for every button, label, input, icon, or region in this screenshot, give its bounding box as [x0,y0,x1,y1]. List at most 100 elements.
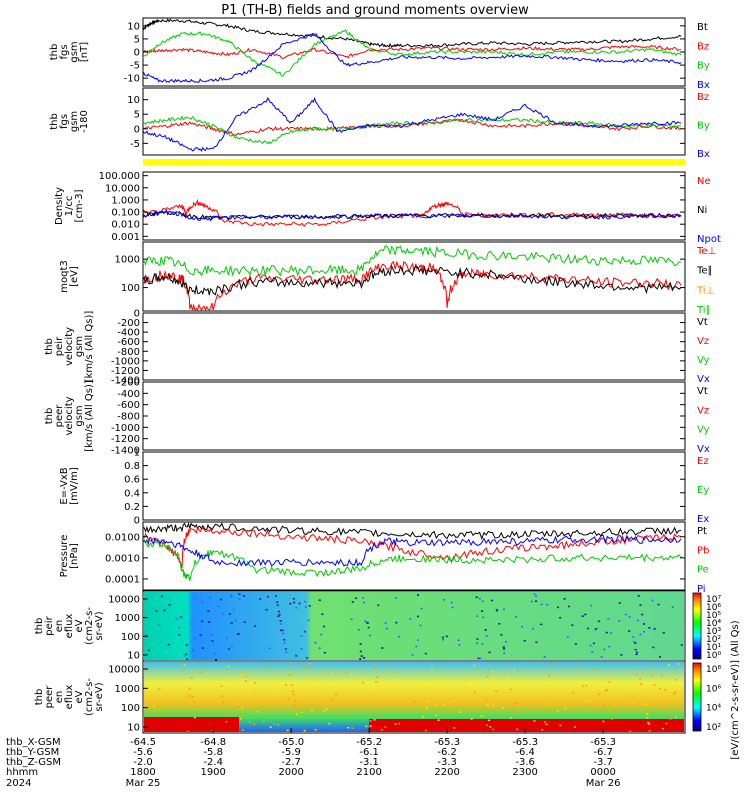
spectrogram-pixel [492,677,495,679]
spectrogram-pixel [199,666,202,669]
legend-item: Te∥ [696,266,713,277]
spectrogram-pixel [374,668,377,671]
spectrogram-pixel [651,599,654,602]
y-tick-label: -400 [117,328,140,339]
spectrogram-pixel [385,627,388,630]
spectrogram-pixel [364,620,367,622]
spectrogram-pixel [629,730,632,733]
spectrogram-pixel [503,648,506,650]
spectrogram-pixel [307,619,310,622]
y-tick-label: 10000 [108,665,140,676]
legend-item: Vz [697,336,709,347]
spectrogram-pixel [293,601,296,604]
spectrogram-pixel [188,695,191,697]
spectrogram-pixel [292,598,295,600]
x-row-label: 2024 [6,778,31,789]
spectrogram-pixel [417,594,420,596]
spectrogram-pixel [308,663,311,665]
spectrogram-pixel [605,631,608,634]
spectrogram-pixel [179,616,182,619]
x-tick-hhmm: 2000 [278,767,303,778]
y-axis-label: moqt3 [eV] [59,260,80,293]
series-line-Pi [142,534,682,567]
spectrogram-pixel [639,604,642,606]
y-axis-label-line: sr-eV) [94,611,105,640]
spectrogram-pixel [280,623,283,625]
panel-frame [142,241,686,312]
spectrogram-pixel [276,604,279,607]
spectrogram-pixel [543,721,546,723]
spectrogram-pixel [195,706,198,708]
spectrogram-pixel [300,635,303,637]
spectrogram-pixel [374,681,377,683]
spectrogram-pixel [348,712,351,715]
spectrogram-pixel [259,598,262,600]
spectrogram-pixel [646,717,649,719]
y-tick-label: 1000 [115,255,140,266]
spectrogram-pixel [377,604,380,607]
spectrogram-pixel [318,599,321,601]
spectrogram-pixel [572,692,575,694]
spectrogram-pixel [283,642,286,644]
y-tick-label: -1000 [111,423,140,434]
x-tick-hhmm: 2200 [434,767,459,778]
y-tick-label: -1000 [111,356,140,367]
x-tick-z_gsm: -2.0 [133,757,153,768]
spectrogram-pixel [347,726,350,729]
spectrogram-pixel [321,613,324,616]
colorbar-tick-label: 10⁰ [706,651,721,661]
spectrogram-pixel [277,610,280,613]
series-line-Ti∥ [142,245,682,277]
y-tick-label: 0.6 [124,475,140,486]
spectrogram-pixel [199,634,202,636]
y-tick-label: 1 [134,448,140,459]
y-tick-label: -400 [117,389,140,400]
spectrogram-pixel [292,693,295,696]
y-tick-label: 1000 [115,684,140,695]
x-tick-z_gsm: -3.6 [515,757,535,768]
spectrogram-pixel [279,620,282,622]
spectrogram-pixel [254,625,257,627]
spectrogram-pixel [366,622,369,624]
spectrogram-pixel [618,620,621,622]
spectrogram-pixel [563,598,566,600]
spectrogram-pixel [281,632,284,635]
y-tick-label: 1.000 [111,195,140,206]
panel-efield: 1 0.8 0.6 0.4 0.2 0 Ez Ey Ex E=-VxB [mV/m] [59,448,709,527]
spectrogram-pixel [244,675,247,678]
spectrogram-pixel [373,719,376,721]
spectrogram-pixel [210,633,213,636]
legend-item: Bt [697,22,708,33]
spectrogram-pixel [376,676,379,679]
spectrogram-band [369,719,684,732]
colorbar: 10⁸ 10⁶ 10⁴ 10² [692,662,721,733]
spectrogram-pixel [589,644,592,647]
spectrogram-image [144,592,684,660]
spectrogram-pixel [535,595,538,597]
x-row-label: hhmm [6,767,38,778]
colorbar-gradient [692,662,702,732]
spectrogram-pixel [533,720,536,722]
spectrogram-pixel [581,615,584,617]
colorbar-tick-label: 10⁶ [706,603,721,613]
spectrogram-pixel [556,606,559,609]
spectrogram-pixel [201,601,204,603]
spectrogram-pixel [455,712,458,715]
spectrogram-pixel [634,648,637,651]
spectrogram-pixel [496,696,499,699]
spectrogram-pixel [594,628,597,631]
spectrogram-pixel [486,724,489,727]
spectrogram-pixel [304,606,307,608]
legend-item: Pt [697,526,707,537]
spectrogram-pixel [288,674,291,677]
spectrogram-pixel [530,600,533,603]
spectrogram-pixel [242,595,245,597]
spectrogram-pixel [222,612,225,615]
spectrogram-pixel [286,729,289,732]
spectrogram-pixel [503,652,506,654]
spectrogram-pixel [330,695,333,697]
spectrogram-pixel [510,690,513,692]
y-tick-label: 10000 [108,595,140,606]
y-tick-label: -200 [117,318,140,329]
spectrogram-pixel [384,622,387,624]
